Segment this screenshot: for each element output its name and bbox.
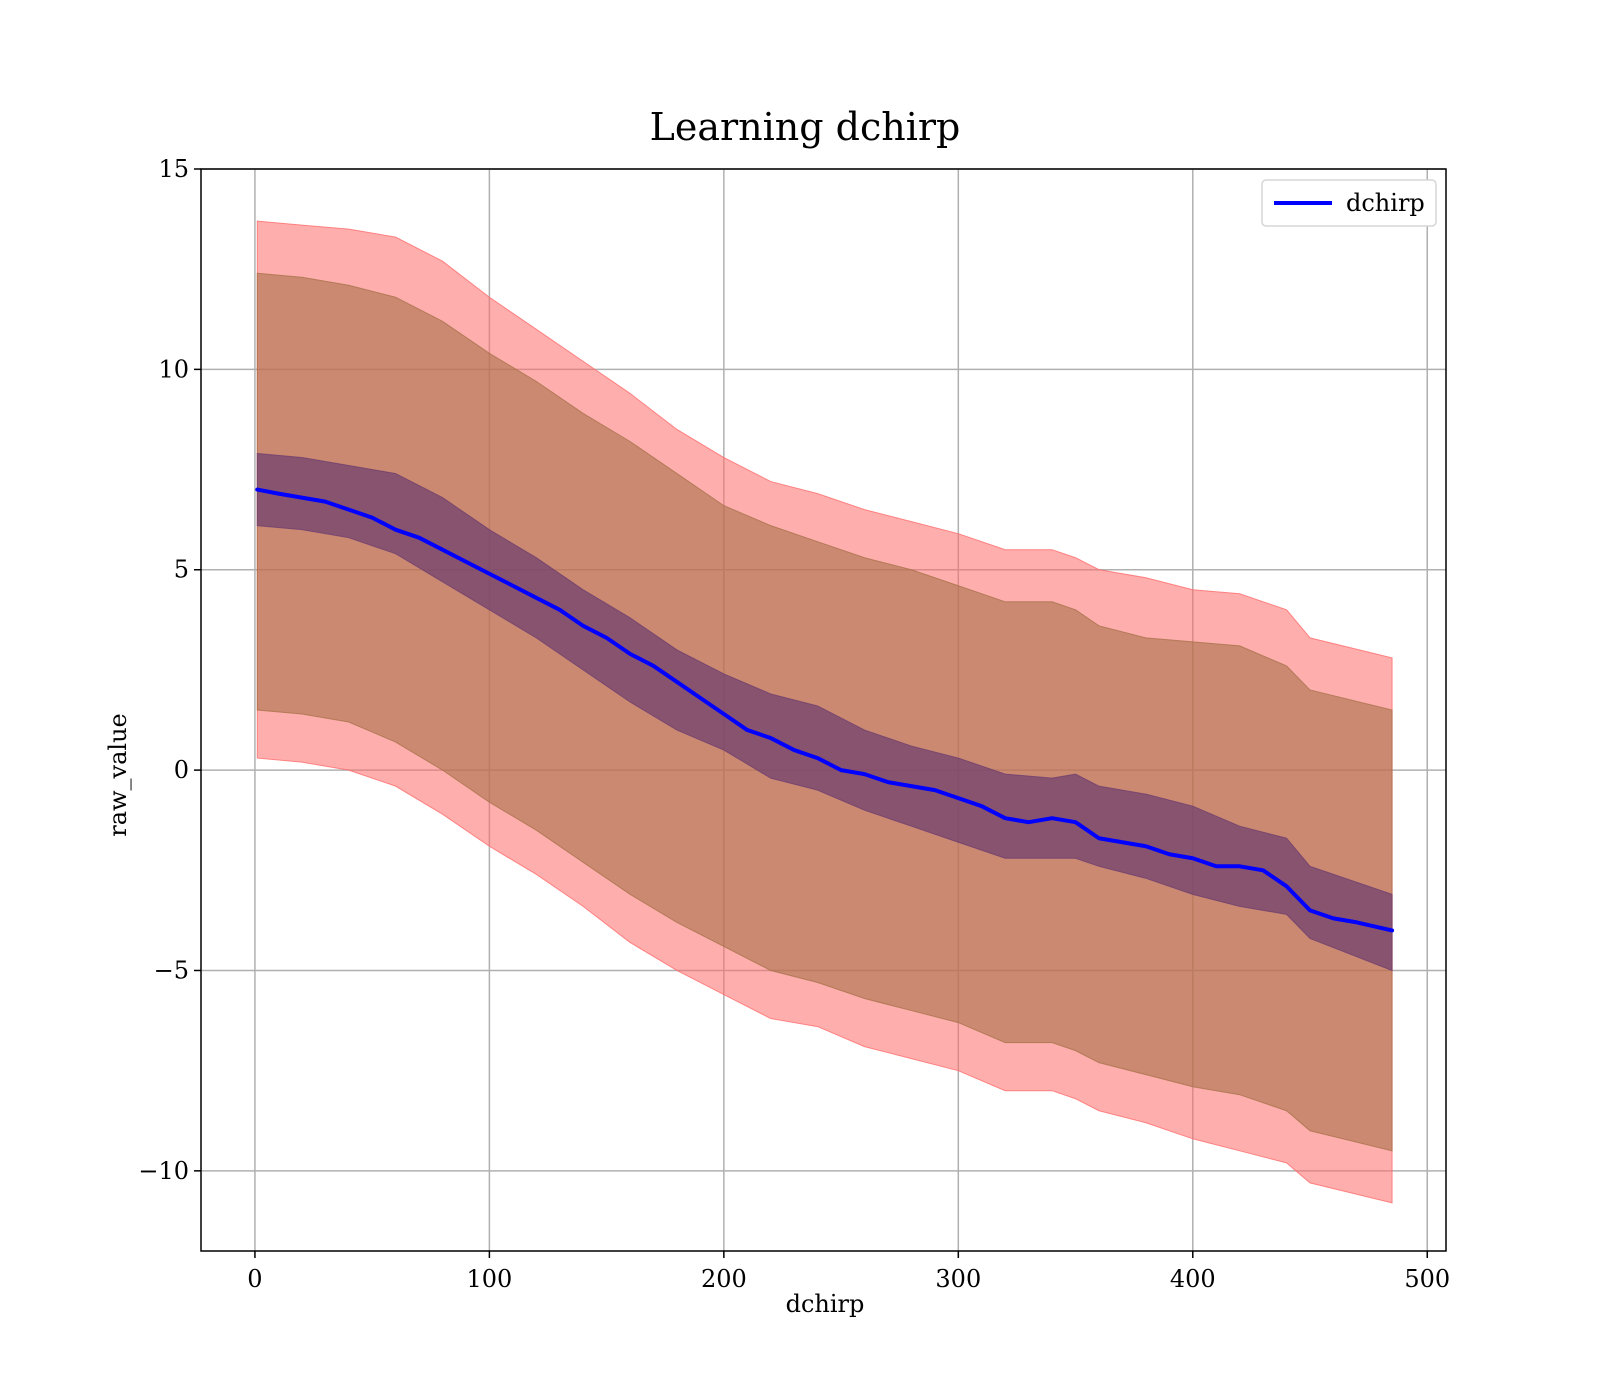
y-tick-label: 10 [158, 355, 189, 383]
x-tick-label: 400 [1170, 1265, 1216, 1293]
x-tick-label: 500 [1404, 1265, 1450, 1293]
x-tick-label: 100 [466, 1265, 512, 1293]
series-lines [255, 487, 1395, 933]
x-tick-label: 200 [701, 1265, 747, 1293]
legend-label: dchirp [1346, 189, 1425, 217]
x-tick-label: 0 [247, 1265, 262, 1293]
y-tick-label: 15 [158, 155, 189, 183]
chart-title: Learning dchirp [650, 105, 961, 149]
axes: 0 100 200 300 400 500 −10 −5 0 5 10 15 [138, 155, 1450, 1293]
x-axis-label: dchirp [786, 1290, 865, 1318]
series-line-dchirp [255, 487, 1395, 933]
x-tick-label: 300 [935, 1265, 981, 1293]
plot-frame [200, 168, 1447, 1252]
legend: dchirp [1261, 179, 1437, 227]
y-tick-label: −10 [138, 1157, 189, 1185]
legend-box [1261, 179, 1437, 227]
y-axis-label: raw_value [104, 713, 132, 837]
y-tick-label: −5 [154, 956, 189, 984]
y-tick-label: 5 [174, 556, 189, 584]
y-tick-label: 0 [174, 756, 189, 784]
